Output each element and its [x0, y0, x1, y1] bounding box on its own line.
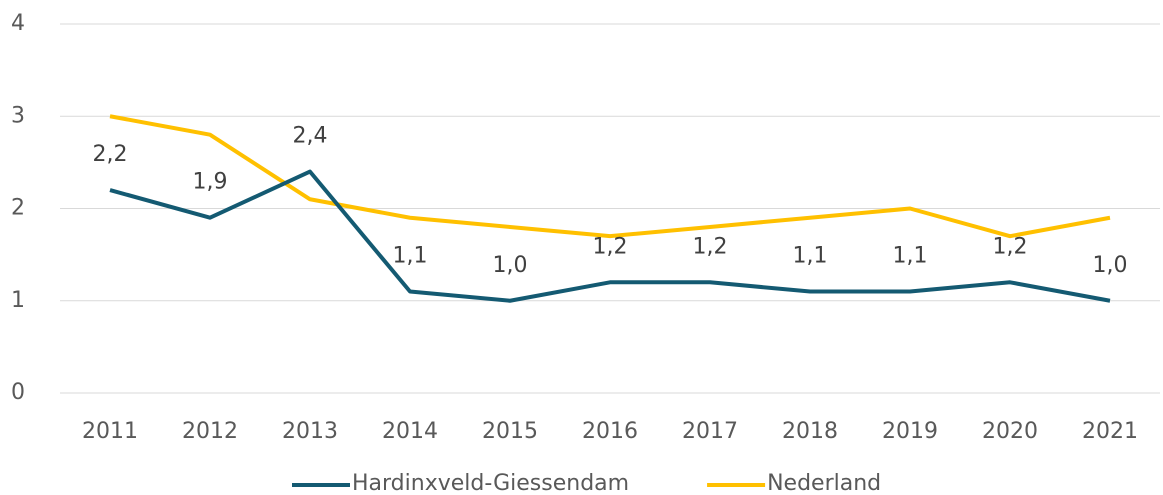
y-tick-label: 1 [11, 288, 25, 313]
data-label: 1,2 [993, 234, 1028, 259]
x-tick-label: 2018 [782, 419, 838, 444]
y-tick-label: 0 [11, 380, 25, 405]
series-line [109, 169, 1111, 303]
y-tick-label: 4 [11, 11, 25, 36]
data-label: 2,2 [93, 142, 128, 167]
data-label: 1,1 [793, 244, 828, 269]
data-label: 1,0 [493, 253, 528, 278]
x-tick-label: 2014 [382, 419, 438, 444]
y-tick-label: 2 [11, 196, 25, 221]
data-label: 1,0 [1093, 253, 1128, 278]
series-line [109, 114, 1111, 239]
x-tick-label: 2019 [882, 419, 938, 444]
data-label: 1,9 [193, 170, 228, 195]
x-tick-label: 2013 [282, 419, 338, 444]
x-tick-label: 2016 [582, 419, 638, 444]
legend-label: Hardinxveld-Giessendam [352, 471, 629, 495]
data-label: 1,1 [893, 244, 928, 269]
data-label: 1,1 [393, 244, 428, 269]
data-label: 2,4 [293, 124, 328, 149]
x-tick-label: 2012 [182, 419, 238, 444]
x-tick-label: 2015 [482, 419, 538, 444]
legend-label: Nederland [767, 471, 881, 495]
x-tick-label: 2020 [982, 419, 1038, 444]
data-label: 1,2 [693, 234, 728, 259]
x-tick-label: 2017 [682, 419, 738, 444]
data-label: 1,2 [593, 234, 628, 259]
y-tick-label: 3 [11, 103, 25, 128]
x-tick-label: 2011 [82, 419, 138, 444]
x-tick-label: 2021 [1082, 419, 1138, 444]
